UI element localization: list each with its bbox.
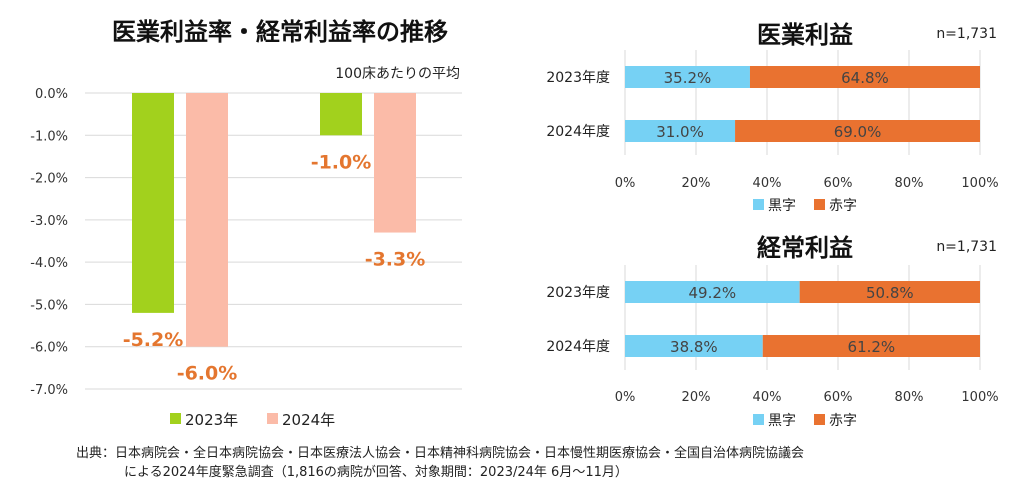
legend-swatch (170, 413, 181, 424)
legend-swatch (753, 199, 764, 210)
category-label: 2023年度 (546, 285, 610, 301)
y-tick-label: -2.0% (30, 172, 68, 187)
y-tick-label: -7.0% (30, 383, 68, 398)
bar-segment-赤字 (749, 66, 980, 88)
chart-title: 医業利益率・経常利益率の推移 (112, 18, 448, 46)
data-label: 61.2% (848, 338, 896, 356)
data-label: -1.0% (311, 151, 372, 173)
legend-label: 黒字 (768, 413, 796, 429)
legend-label: 黒字 (768, 198, 796, 214)
bar-2023年 (320, 93, 362, 136)
x-tick-label: 60% (824, 390, 853, 405)
legend-swatch (814, 414, 825, 425)
data-label: 64.8% (841, 69, 889, 87)
x-tick-label: 100% (961, 176, 998, 191)
bar-segment-黒字 (625, 281, 800, 303)
x-tick-label: 40% (753, 176, 782, 191)
bar-2023年 (132, 93, 174, 313)
legend-swatch (267, 413, 278, 424)
footnote-line-1: 出典：日本病院会・全日本病院協会・日本医療法人協会・日本精神科病院協会・日本慢性… (76, 446, 805, 461)
legend-label: 2023年 (185, 411, 238, 429)
legend-swatch (753, 414, 764, 425)
chart-title: 医業利益 (757, 21, 853, 49)
bar-segment-赤字 (735, 120, 980, 142)
bar-2024年 (374, 93, 416, 233)
legend-label: 2024年 (282, 411, 335, 429)
category-label: 2023年度 (546, 70, 610, 86)
y-tick-label: -1.0% (30, 129, 68, 144)
chart-title: 経常利益 (757, 234, 853, 262)
data-label: 49.2% (689, 284, 737, 302)
bar-2024年 (186, 93, 228, 347)
bar-segment-赤字 (762, 335, 980, 357)
chart-subtitle: 100床あたりの平均 (335, 66, 460, 82)
category-label: 2024年度 (546, 124, 610, 140)
data-label: -3.3% (365, 249, 426, 271)
x-tick-label: 20% (682, 390, 711, 405)
x-tick-label: 20% (682, 176, 711, 191)
x-tick-label: 60% (824, 176, 853, 191)
y-tick-label: -4.0% (30, 256, 68, 271)
data-label: -6.0% (177, 363, 238, 385)
data-label: -5.2% (123, 329, 184, 351)
data-label: 69.0% (834, 123, 882, 141)
x-tick-label: 40% (753, 390, 782, 405)
sample-size-note: n=1,731 (936, 239, 997, 255)
footnote-line-2: による2024年度緊急調査（1,816の病院が回答、対象期間：2023/24年 … (124, 465, 628, 480)
bar-segment-黒字 (625, 66, 750, 88)
sample-size-note: n=1,731 (936, 26, 997, 42)
x-tick-label: 0% (615, 176, 636, 191)
y-tick-label: -5.0% (30, 298, 68, 313)
data-label: 38.8% (670, 338, 718, 356)
x-tick-label: 80% (895, 176, 924, 191)
category-label: 2024年度 (546, 339, 610, 355)
legend-label: 赤字 (829, 413, 857, 429)
data-label: 31.0% (656, 123, 704, 141)
bar-segment-黒字 (625, 120, 736, 142)
x-tick-label: 80% (895, 390, 924, 405)
legend-label: 赤字 (829, 198, 857, 214)
bar-segment-黒字 (625, 335, 763, 357)
x-tick-label: 0% (615, 390, 636, 405)
y-tick-label: -3.0% (30, 214, 68, 229)
bar-segment-赤字 (799, 281, 980, 303)
y-tick-label: 0.0% (35, 87, 68, 102)
data-label: 35.2% (664, 69, 712, 87)
data-label: 50.8% (866, 284, 914, 302)
legend-swatch (814, 199, 825, 210)
x-tick-label: 100% (961, 390, 998, 405)
y-tick-label: -6.0% (30, 341, 68, 356)
